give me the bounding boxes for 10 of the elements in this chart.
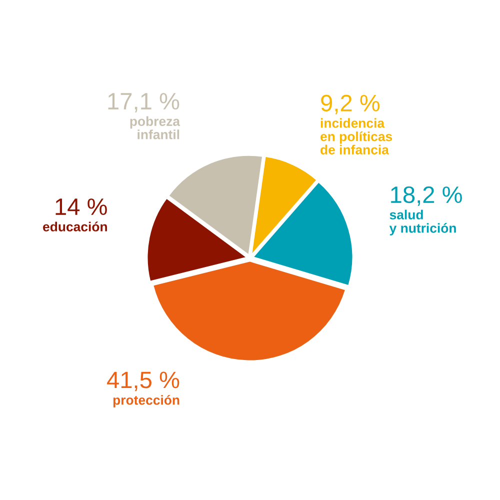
- slice-label: educación: [43, 222, 107, 232]
- slice-label: protección: [113, 394, 180, 408]
- data-label: 17,1 %: [108, 93, 180, 112]
- data-label: 14 %: [56, 198, 107, 215]
- slice-label: salud y nutrición: [389, 210, 456, 236]
- data-label: 9,2 %: [321, 94, 380, 114]
- slice-label: pobreza infantil: [130, 116, 180, 140]
- slice-label: incidencia en políticas de infancia: [320, 118, 392, 154]
- data-label: 18,2 %: [391, 186, 462, 206]
- data-label: 41,5 %: [107, 372, 180, 392]
